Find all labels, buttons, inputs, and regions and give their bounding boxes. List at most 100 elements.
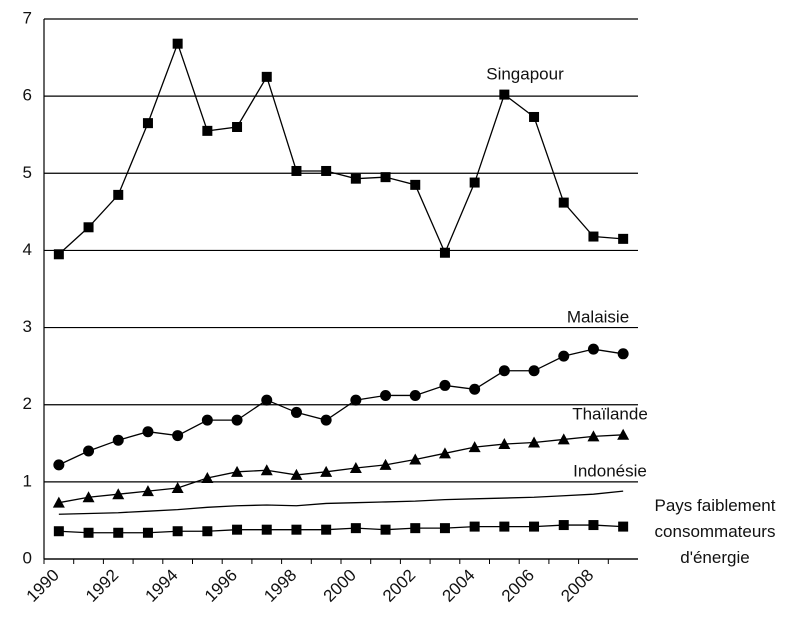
marker [498, 365, 510, 377]
marker [409, 389, 421, 401]
y-tick-label: 2 [23, 394, 32, 413]
marker [528, 436, 541, 448]
marker [171, 482, 184, 494]
marker [379, 458, 392, 470]
marker [558, 350, 570, 362]
marker [82, 491, 95, 503]
marker [260, 464, 273, 476]
marker [320, 414, 332, 426]
marker [291, 165, 302, 176]
marker [53, 459, 65, 471]
marker [529, 521, 540, 532]
marker [349, 461, 362, 473]
marker [202, 526, 213, 537]
marker [172, 38, 183, 49]
marker [290, 406, 302, 418]
x-tick-label: 2006 [498, 566, 538, 606]
marker [469, 177, 480, 188]
marker [172, 430, 184, 442]
series-line [58, 348, 624, 466]
marker [380, 172, 391, 183]
series-label: Indonésie [573, 461, 647, 480]
marker [587, 430, 600, 442]
marker [291, 524, 302, 535]
marker [112, 488, 125, 500]
marker [201, 414, 213, 426]
marker [439, 379, 451, 391]
marker [469, 521, 480, 532]
y-tick-label: 1 [23, 471, 32, 490]
marker [558, 197, 569, 208]
marker [321, 524, 332, 535]
marker [499, 89, 510, 100]
y-tick-label: 3 [23, 317, 32, 336]
marker [141, 485, 154, 497]
marker [618, 233, 629, 244]
marker [232, 524, 243, 535]
y-tick-label: 5 [23, 163, 32, 182]
marker [321, 165, 332, 176]
marker [113, 189, 124, 200]
marker [261, 71, 272, 82]
marker [350, 394, 362, 406]
marker [409, 453, 422, 465]
marker [588, 520, 599, 531]
marker [587, 343, 599, 355]
marker [468, 441, 481, 453]
y-tick-label: 0 [23, 548, 32, 567]
marker [410, 179, 421, 190]
x-tick-label: 2002 [379, 566, 419, 606]
marker [439, 247, 450, 258]
marker [232, 122, 243, 132]
x-tick-label: 2004 [438, 566, 478, 606]
marker [438, 447, 451, 459]
x-tick-label: 2000 [320, 566, 360, 606]
marker [499, 521, 510, 532]
y-tick-label: 7 [23, 8, 32, 27]
marker [469, 383, 481, 395]
marker [231, 465, 244, 477]
x-tick-label: 2008 [557, 566, 597, 606]
x-tick-label: 1996 [201, 566, 241, 606]
marker [558, 520, 569, 531]
marker [172, 526, 183, 537]
series-label: Malaisie [567, 307, 629, 326]
marker [52, 496, 65, 508]
marker [83, 445, 95, 457]
marker [112, 434, 124, 446]
x-tick-label: 1992 [82, 566, 122, 606]
marker [201, 472, 214, 483]
marker [142, 118, 153, 129]
marker [113, 527, 124, 538]
marker [529, 111, 540, 122]
marker [53, 526, 64, 537]
marker [83, 222, 94, 233]
marker [617, 428, 630, 440]
x-tick-label: 1994 [141, 566, 181, 606]
x-tick-label: 1990 [23, 566, 63, 606]
marker [498, 438, 511, 450]
marker [350, 173, 361, 184]
marker [380, 389, 392, 401]
marker [142, 426, 154, 438]
marker [83, 527, 94, 538]
marker [350, 523, 361, 534]
marker [618, 521, 629, 532]
marker [617, 348, 629, 360]
x-tick-label: 1998 [260, 566, 300, 606]
marker [528, 365, 540, 377]
marker [588, 231, 599, 242]
marker [439, 523, 450, 534]
y-tick-label: 4 [23, 240, 32, 259]
marker [231, 414, 243, 426]
series-line [58, 434, 624, 504]
marker [142, 527, 153, 538]
marker [53, 249, 64, 260]
marker [410, 523, 421, 534]
series-label: Singapour [486, 64, 564, 83]
marker [261, 394, 273, 406]
series-label: Thaïlande [572, 404, 648, 423]
series-line [58, 490, 624, 515]
